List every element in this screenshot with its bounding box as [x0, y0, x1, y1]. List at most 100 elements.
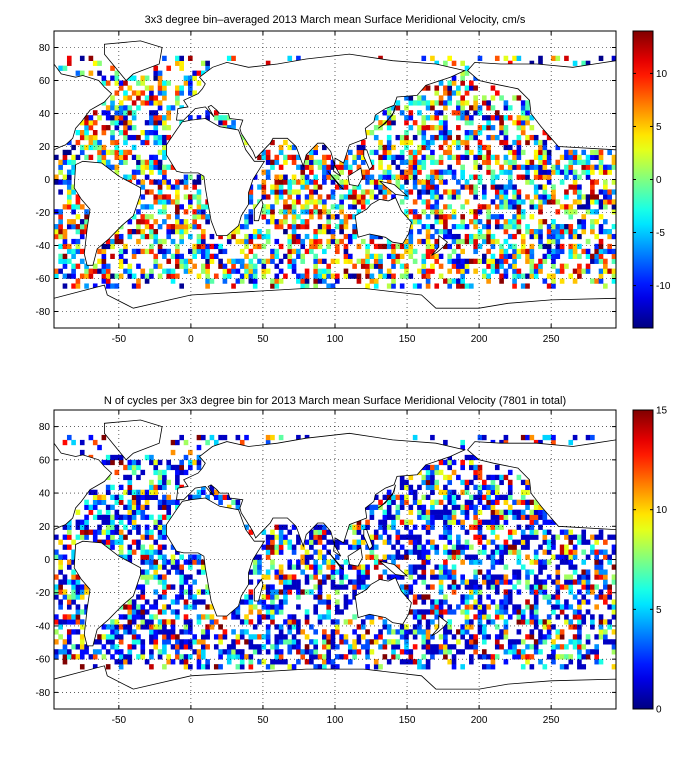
heatmap-bin	[84, 115, 89, 121]
y-tick-label: -40	[36, 241, 51, 252]
heatmap-bin	[490, 134, 496, 141]
heatmap-bin	[144, 524, 150, 530]
heatmap-bin	[555, 564, 561, 570]
heatmap-bin	[118, 258, 124, 264]
heatmap-bin	[568, 248, 574, 255]
heatmap-bin	[421, 549, 427, 555]
heatmap-bin	[594, 574, 600, 580]
heatmap-bin	[542, 253, 548, 259]
heatmap-bin	[551, 238, 556, 245]
heatmap-bin	[188, 589, 193, 595]
heatmap-bin	[153, 459, 159, 466]
heatmap-bin	[378, 524, 383, 530]
heatmap-bin	[101, 514, 107, 520]
heatmap-bin	[590, 549, 595, 555]
heatmap-bin	[533, 268, 539, 274]
heatmap-bin	[296, 629, 301, 635]
heatmap-bin	[590, 184, 595, 190]
heatmap-bin	[192, 75, 197, 81]
heatmap-bin	[123, 624, 128, 630]
heatmap-bin	[252, 253, 258, 259]
heatmap-bin	[559, 664, 565, 670]
heatmap-bin	[434, 204, 440, 210]
heatmap-bin	[188, 574, 193, 580]
heatmap-bin	[382, 509, 388, 515]
heatmap-bin	[192, 639, 197, 645]
heatmap-bin	[512, 243, 517, 250]
heatmap-bin	[460, 524, 465, 530]
heatmap-bin	[421, 579, 427, 585]
heatmap-bin	[525, 634, 530, 640]
heatmap-bin	[175, 214, 180, 220]
heatmap-bin	[287, 564, 293, 570]
heatmap-bin	[222, 248, 228, 255]
heatmap-bin	[248, 238, 254, 245]
heatmap-bin	[140, 179, 146, 185]
heatmap-bin	[391, 248, 396, 255]
heatmap-bin	[490, 519, 496, 525]
heatmap-bin	[252, 263, 258, 269]
heatmap-bin	[71, 273, 76, 279]
heatmap-bin	[343, 654, 349, 660]
heatmap-bin	[404, 273, 409, 279]
heatmap-bin	[516, 134, 522, 141]
heatmap-bin	[451, 263, 457, 269]
heatmap-bin	[516, 619, 522, 625]
heatmap-bin	[136, 499, 141, 505]
heatmap-bin	[516, 574, 522, 580]
heatmap-bin	[412, 499, 418, 505]
heatmap-bin	[92, 268, 98, 274]
heatmap-bin	[123, 95, 128, 101]
heatmap-bin	[313, 263, 319, 269]
heatmap-bin	[114, 105, 120, 111]
heatmap-bin	[144, 95, 150, 101]
heatmap-bin	[118, 80, 124, 86]
heatmap-bin	[425, 105, 431, 111]
heatmap-bin	[421, 664, 427, 670]
heatmap-bin	[447, 524, 453, 530]
heatmap-bin	[486, 144, 491, 151]
heatmap-bin	[274, 659, 280, 665]
heatmap-bin	[603, 539, 608, 545]
heatmap-bin	[507, 243, 513, 250]
heatmap-bin	[335, 584, 340, 590]
heatmap-bin	[330, 664, 336, 670]
heatmap-bin	[395, 164, 401, 170]
heatmap-bin	[555, 169, 561, 175]
heatmap-bin	[594, 233, 600, 240]
heatmap-bin	[157, 654, 163, 660]
heatmap-bin	[516, 154, 522, 160]
heatmap-bin	[494, 519, 500, 525]
heatmap-bin	[378, 125, 383, 131]
heatmap-bin	[343, 539, 349, 545]
heatmap-bin	[205, 115, 210, 121]
heatmap-bin	[598, 629, 604, 635]
heatmap-bin	[378, 664, 383, 670]
heatmap-bin	[326, 164, 331, 170]
heatmap-bin	[291, 159, 297, 165]
heatmap-bin	[170, 644, 176, 650]
heatmap-bin	[175, 649, 180, 655]
heatmap-bin	[114, 499, 120, 505]
heatmap-bin	[222, 268, 228, 274]
heatmap-bin	[516, 204, 522, 210]
heatmap-bin	[144, 489, 150, 496]
heatmap-bin	[546, 549, 552, 555]
heatmap-bin	[611, 204, 616, 210]
heatmap-bin	[149, 649, 154, 655]
heatmap-bin	[360, 144, 366, 151]
heatmap-bin	[564, 224, 569, 230]
heatmap-bin	[66, 179, 72, 185]
heatmap-bin	[291, 219, 297, 225]
heatmap-bin	[568, 659, 574, 665]
heatmap-bin	[144, 554, 150, 560]
heatmap-bin	[114, 469, 120, 476]
heatmap-bin	[412, 120, 418, 126]
heatmap-bin	[533, 529, 539, 535]
heatmap-bin	[594, 569, 600, 575]
heatmap-bin	[162, 169, 167, 175]
heatmap-bin	[140, 549, 146, 555]
heatmap-bin	[421, 199, 427, 205]
heatmap-bin	[326, 594, 331, 600]
heatmap-bin	[538, 589, 543, 595]
